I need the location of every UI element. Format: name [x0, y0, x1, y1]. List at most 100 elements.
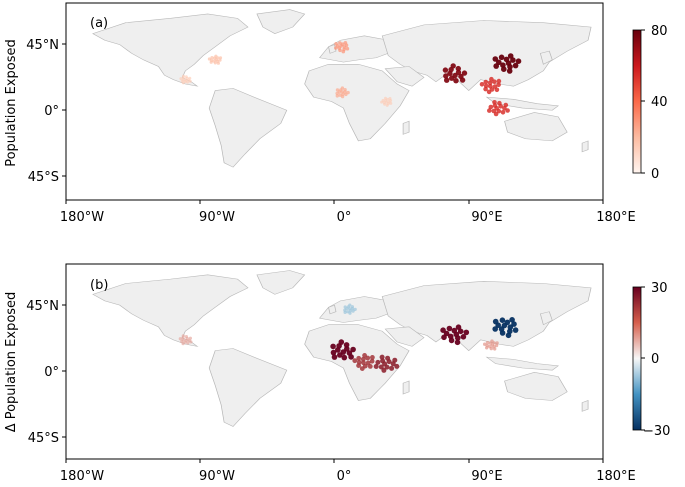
hotspot-b-mexico: [178, 337, 182, 341]
hotspot-b-southeast-asia: [485, 341, 490, 345]
hotspot-a-eastern-usa: [209, 60, 213, 64]
hotspot-b-eastern-china: [507, 324, 514, 331]
hotspot-a-east-africa: [389, 101, 393, 105]
hotspot-b-eastern-china: [509, 317, 515, 323]
panel-b: (b) 45°N 0° 45°S 180°W 90°W 0° 90°E 180°…: [4, 263, 670, 484]
colorbar-b-tick-2: −30: [643, 424, 670, 439]
hotspot-b-central-africa: [356, 355, 362, 361]
hotspot-b-eastern-china: [499, 317, 506, 324]
hotspot-b-india: [455, 335, 461, 341]
lat-tick-b-2: 45°S: [28, 431, 59, 446]
hotspot-b-east-africa: [373, 364, 379, 369]
hotspot-b-mexico: [189, 340, 193, 344]
hotspot-a-china: [492, 56, 499, 62]
hotspot-b-west-africa: [348, 354, 354, 360]
hotspot-b-eastern-china: [504, 319, 511, 326]
hotspot-a-india: [455, 65, 461, 72]
exposure-layer-b: [178, 303, 519, 373]
lat-tick-a-2: 45°S: [28, 170, 59, 185]
hotspot-a-india: [449, 75, 455, 81]
lat-tick-b-1: 0°: [44, 365, 59, 380]
hotspot-a-china: [510, 57, 516, 63]
hotspot-b-east-africa: [384, 364, 390, 370]
hotspot-a-europe: [334, 42, 338, 46]
hotspot-b-east-africa: [392, 357, 398, 363]
lon-tick-a-1: 90°W: [199, 210, 235, 225]
hotspot-a-southeast-asia: [479, 82, 485, 87]
hotspot-a-eastern-usa: [213, 61, 217, 65]
hotspot-b-west-africa: [337, 352, 343, 358]
hotspot-a-indonesia: [488, 104, 494, 110]
hotspot-b-southeast-asia: [483, 342, 487, 346]
hotspot-b-europe: [353, 307, 357, 311]
hotspot-a-west-africa: [346, 90, 350, 95]
lat-tick-a-1: 0°: [44, 104, 59, 119]
hotspot-b-southeast-asia: [493, 347, 497, 351]
ylabel-a: Population Exposed: [4, 39, 19, 167]
hotspot-b-europe: [348, 303, 352, 307]
hotspot-a-europe: [338, 41, 342, 45]
hotspot-b-india: [448, 337, 455, 344]
hotspot-a-europe: [338, 48, 342, 53]
hotspot-a-central-mexico: [188, 79, 192, 83]
hotspot-a-china: [506, 68, 513, 74]
hotspot-a-east-africa: [388, 97, 392, 100]
hotspot-a-indonesia: [487, 108, 492, 113]
hotspot-b-india: [455, 324, 462, 331]
hotspot-a-china: [515, 58, 522, 64]
hotspot-a-east-africa: [380, 100, 384, 104]
hotspot-b-southeast-asia: [495, 341, 499, 345]
exposure-layer-a: [179, 41, 522, 117]
hotspot-a-central-mexico: [182, 74, 185, 78]
hotspot-b-east-africa: [385, 355, 391, 361]
hotspot-b-central-africa: [359, 366, 365, 371]
hotspot-a-eastern-usa: [207, 57, 211, 61]
hotspot-b-central-africa: [356, 363, 361, 368]
hotspot-a-india: [444, 77, 450, 83]
lat-tick-a-0: 45°N: [26, 38, 59, 53]
lon-tick-b-3: 90°E: [471, 469, 502, 483]
colorbar-a-tick-1: 40: [651, 95, 668, 110]
colorbar-b: [632, 286, 642, 431]
hotspot-a-west-africa: [340, 86, 345, 90]
hotspot-a-southeast-asia: [483, 79, 489, 85]
colorbar-a-tick-0: 80: [651, 24, 668, 39]
hotspot-a-europe: [341, 49, 346, 54]
hotspot-b-europe: [343, 310, 347, 314]
hotspot-a-west-africa: [335, 91, 339, 96]
hotspot-b-india: [463, 329, 470, 336]
lon-tick-a-2: 0°: [337, 210, 352, 225]
hotspot-b-india: [441, 334, 447, 341]
panel-a: (a) 45°N 0° 45°S 180°W 90°W 0° 90°E 180°…: [4, 2, 668, 225]
lon-tick-b-1: 90°W: [199, 469, 235, 483]
hotspot-a-eastern-usa: [216, 61, 220, 65]
hotspot-b-eastern-china: [511, 321, 517, 327]
hotspot-a-indonesia: [503, 102, 509, 108]
hotspot-a-europe: [334, 46, 338, 50]
hotspot-a-indonesia: [497, 100, 502, 106]
panel-tag-b: (b): [90, 278, 108, 293]
hotspot-a-eastern-usa: [218, 56, 223, 60]
hotspot-b-west-africa: [344, 346, 350, 352]
hotspot-b-mexico: [184, 335, 188, 339]
hotspot-b-europe: [343, 305, 347, 309]
hotspot-a-west-africa: [341, 92, 345, 96]
hotspot-b-east-africa: [379, 354, 385, 360]
hotspot-a-eastern-usa: [210, 56, 214, 60]
lon-tick-b-4: 180°E: [596, 469, 636, 483]
hotspot-a-southeast-asia: [486, 89, 492, 95]
hotspot-b-east-africa: [375, 359, 381, 365]
hotspot-a-china: [501, 66, 507, 72]
hotspot-a-east-africa: [383, 102, 387, 106]
hotspot-b-east-africa: [394, 363, 400, 369]
hotspot-b-southeast-asia: [490, 339, 494, 343]
hotspot-b-eastern-china: [499, 330, 506, 336]
hotspot-a-indonesia: [500, 110, 506, 115]
hotspot-a-southeast-asia: [496, 82, 501, 88]
hotspot-a-west-africa: [335, 94, 339, 98]
hotspot-b-mexico: [186, 341, 190, 345]
hotspot-b-southeast-asia: [494, 343, 499, 348]
hotspot-b-east-africa: [389, 365, 395, 371]
hotspot-b-central-africa: [362, 353, 367, 358]
hotspot-b-central-africa: [367, 364, 373, 369]
